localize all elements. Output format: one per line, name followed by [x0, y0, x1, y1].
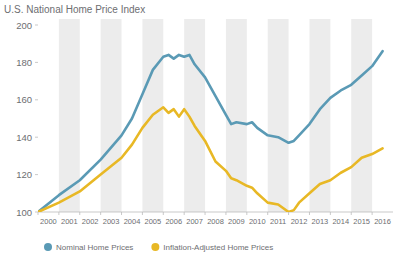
x-tick-label: 2013 [312, 217, 329, 226]
y-tick [35, 174, 38, 175]
year-band [268, 19, 289, 212]
x-tick [100, 212, 101, 215]
x-tick [79, 212, 80, 215]
chart: U.S. National Home Price Index2000200120… [0, 0, 400, 266]
x-tick-label: 2005 [145, 217, 162, 226]
title: U.S. National Home Price Index [4, 4, 145, 15]
x-tick-label: 2009 [228, 217, 245, 226]
x-tick-label: 2003 [103, 217, 120, 226]
x-tick-label: 2004 [124, 217, 141, 226]
x-tick [38, 212, 39, 215]
x-tick [267, 212, 268, 215]
y-tick-label: 140 [16, 132, 32, 143]
y-tick [35, 137, 38, 138]
y-tick [35, 62, 38, 63]
x-tick [142, 212, 143, 215]
y-tick [35, 25, 38, 26]
y-tick-label: 100 [16, 207, 32, 218]
y-tick-label: 200 [16, 20, 32, 31]
y-tick-label: 160 [16, 94, 32, 105]
x-tick-label: 2002 [82, 217, 99, 226]
year-band [101, 19, 122, 212]
x-tick-label: 2001 [61, 217, 78, 226]
x-tick [351, 212, 352, 215]
y-tick [35, 212, 38, 213]
x-tick [184, 212, 185, 215]
legend-label: Inflation-Adjusted Home Prices [163, 243, 273, 252]
x-tick-label: 2006 [165, 217, 182, 226]
x-tick [372, 212, 373, 215]
x-tick-label: 2008 [207, 217, 224, 226]
x-tick-label: 2012 [291, 217, 308, 226]
x-tick-label: 2010 [249, 217, 266, 226]
x-tick [163, 212, 164, 215]
x-tick-label: 2007 [186, 217, 203, 226]
x-axis [38, 212, 393, 213]
x-tick [309, 212, 310, 215]
x-tick [58, 212, 59, 215]
y-tick-label: 180 [16, 57, 32, 68]
x-tick [288, 212, 289, 215]
x-tick [330, 212, 331, 215]
x-tick [246, 212, 247, 215]
x-tick-label: 2014 [332, 217, 349, 226]
legend-swatch [44, 243, 52, 251]
y-tick-label: 120 [16, 169, 32, 180]
x-tick-label: 2011 [270, 217, 286, 226]
plot-area [38, 51, 383, 212]
x-tick-label: 2015 [353, 217, 370, 226]
series-line [38, 107, 383, 212]
series-line [38, 51, 383, 212]
year-band [351, 19, 372, 212]
legend: Nominal Home Prices Inflation-Adjusted Ho… [44, 243, 273, 252]
x-tick [205, 212, 206, 215]
legend-label: Nominal Home Prices [56, 243, 133, 252]
y-tick [35, 99, 38, 100]
legend-swatch [151, 243, 159, 251]
x-tick-label: 2016 [374, 217, 391, 226]
x-tick-label: 2000 [40, 217, 57, 226]
x-tick [121, 212, 122, 215]
x-tick [225, 212, 226, 215]
